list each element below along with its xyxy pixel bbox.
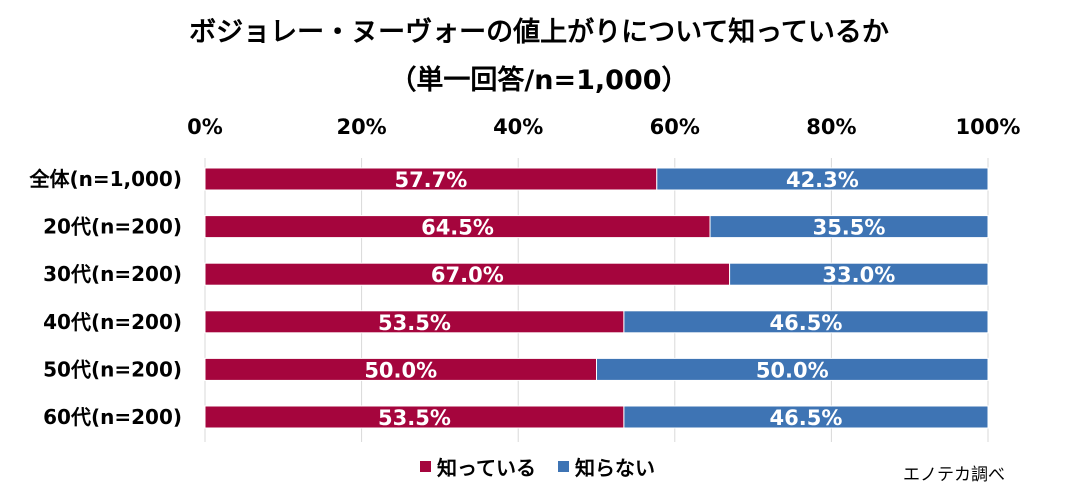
data-label: 57.7% xyxy=(394,168,467,192)
category-label: 50代(n=200) xyxy=(43,357,182,381)
legend-swatch-know xyxy=(420,461,431,472)
legend-item-know: 知っている xyxy=(420,452,536,481)
bar-dont-know xyxy=(656,167,989,191)
data-label: 42.3% xyxy=(786,168,859,192)
bar-dont-know xyxy=(623,310,989,334)
bar-dont-know xyxy=(729,262,989,286)
x-tick-label: 100% xyxy=(956,115,1021,139)
legend-item-dont-know: 知らない xyxy=(558,452,655,481)
category-label: 20代(n=200) xyxy=(43,215,182,239)
data-label: 53.5% xyxy=(378,311,451,335)
x-tick-label: 60% xyxy=(650,115,700,139)
data-label: 33.0% xyxy=(822,263,895,287)
x-tick-label: 0% xyxy=(187,115,223,139)
x-tick-label: 40% xyxy=(493,115,543,139)
bar-dont-know xyxy=(623,405,989,429)
data-label: 64.5% xyxy=(421,216,494,240)
stacked-bar-chart: 0% 20% 40% 60% 80% 100% 全体(n=1,000) 57.7% 42.3% 2… xyxy=(28,115,1021,442)
legend-swatch-dont-know xyxy=(558,461,569,472)
data-label: 35.5% xyxy=(813,216,886,240)
data-label: 67.0% xyxy=(431,263,504,287)
category-label: 60代(n=200) xyxy=(43,405,182,429)
x-tick-label: 80% xyxy=(806,115,856,139)
data-label: 50.0% xyxy=(364,358,437,382)
legend-label-dont-know: 知らない xyxy=(575,456,655,480)
bar-dont-know xyxy=(596,357,989,381)
data-label: 50.0% xyxy=(756,358,829,382)
legend: 知っている 知らない xyxy=(420,452,677,481)
chart-title: ボジョレー・ヌーヴォーの値上がりについて知っているか xyxy=(189,17,889,48)
bar-dont-know xyxy=(709,215,989,239)
category-label: 30代(n=200) xyxy=(43,262,182,286)
data-label: 46.5% xyxy=(770,406,843,430)
category-label: 40代(n=200) xyxy=(43,310,182,334)
x-tick-label: 20% xyxy=(336,115,386,139)
data-label: 46.5% xyxy=(770,311,843,335)
category-label: 全体(n=1,000) xyxy=(28,167,182,191)
source-note: エノテカ調べ xyxy=(903,465,1005,485)
chart-subtitle: （単一回答/n=1,000） xyxy=(389,65,689,96)
data-label: 53.5% xyxy=(378,406,451,430)
legend-label-know: 知っている xyxy=(437,456,536,480)
